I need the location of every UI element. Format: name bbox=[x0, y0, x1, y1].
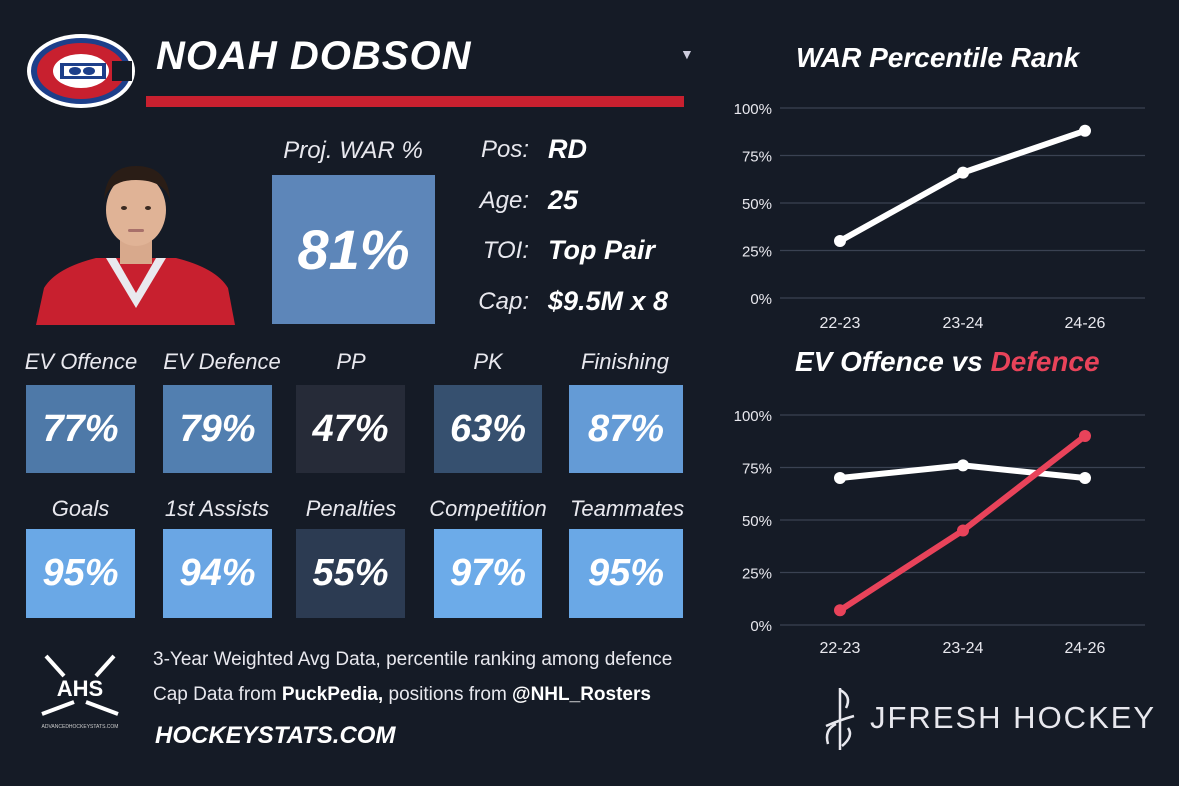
first-assists-label: 1st Assists bbox=[164, 496, 270, 521]
ev-chart-y-tick-label: 50% bbox=[742, 513, 772, 530]
war-chart-y-tick-label: 50% bbox=[742, 196, 772, 213]
ev-chart-y-tick-label: 75% bbox=[742, 461, 772, 478]
ev-chart-x-tick-label: 24-26 bbox=[1065, 640, 1106, 657]
war-chart-y-tick-label: 25% bbox=[742, 244, 772, 261]
hockeystats-site[interactable]: HOCKEYSTATS.COM bbox=[155, 722, 396, 749]
goals-label: Goals bbox=[51, 496, 110, 521]
ev-offence-box: 77% bbox=[26, 385, 135, 473]
age-value: 25 bbox=[548, 185, 579, 215]
ahs-logo-subtext: ADVANCEDHOCKEYSTATS.COM bbox=[42, 724, 119, 730]
pk-box: 63% bbox=[434, 385, 542, 473]
ev-chart-data-point bbox=[1079, 430, 1091, 442]
ev-defence-box: 79% bbox=[163, 385, 272, 473]
war-chart-x-tick-label: 22-23 bbox=[820, 315, 861, 332]
footer-line2-pre: Cap Data from bbox=[153, 684, 282, 705]
war-chart-y-tick-label: 75% bbox=[742, 149, 772, 166]
ev-chart-title-a: EV Offence vs bbox=[795, 346, 991, 377]
ev-chart-y-tick-label: 100% bbox=[734, 408, 772, 425]
age-key: Age: bbox=[479, 187, 529, 214]
war-chart-x-tick-label: 23-24 bbox=[943, 315, 984, 332]
ev-chart-x-tick-label: 22-23 bbox=[820, 640, 861, 657]
war-chart-data-point bbox=[957, 166, 969, 179]
name-underline bbox=[146, 96, 684, 107]
war-chart-title: WAR Percentile Rank bbox=[796, 42, 1080, 73]
pp-box: 47% bbox=[296, 385, 405, 473]
pk-label: PK bbox=[473, 349, 503, 374]
ev-chart-y-tick-label: 0% bbox=[750, 618, 772, 635]
puckpedia-link[interactable]: PuckPedia, bbox=[281, 684, 384, 705]
first-assists-box: 94% bbox=[163, 529, 272, 618]
war-chart-y-tick-label: 0% bbox=[750, 291, 772, 308]
war-percentile-chart: 0% 25% 50% 75% 100% 22-23 23-24 24-26 bbox=[734, 101, 1145, 332]
ev-chart-data-point bbox=[1079, 472, 1091, 484]
nhl-rosters-link[interactable]: @NHL_Rosters bbox=[512, 684, 651, 705]
proj-war-value: 81% bbox=[272, 175, 435, 324]
ev-defence-label: EV Defence bbox=[163, 349, 281, 374]
ev-chart-title-b: Defence bbox=[990, 346, 1100, 377]
footer-line2: Cap Data from PuckPedia, positions from … bbox=[153, 684, 651, 706]
ev-chart-title: EV Offence vs Defence bbox=[795, 346, 1100, 378]
cap-key: Cap: bbox=[478, 288, 529, 315]
footer-line2-mid: positions from bbox=[383, 684, 513, 705]
toi-value: Top Pair bbox=[548, 235, 656, 265]
toi-key: TOI: bbox=[482, 237, 529, 264]
ev-chart-y-tick-label: 25% bbox=[742, 566, 772, 583]
proj-war-label: Proj. WAR % bbox=[283, 137, 423, 164]
teammates-label: Teammates bbox=[569, 496, 685, 521]
war-chart-series-line bbox=[837, 127, 1088, 244]
ev-chart-data-point bbox=[957, 524, 969, 537]
cap-value: $9.5M x 8 bbox=[548, 286, 669, 316]
player-headshot bbox=[36, 166, 235, 325]
ev-offence-label: EV Offence bbox=[24, 349, 138, 374]
ev-chart-x-tick-label: 23-24 bbox=[943, 640, 984, 657]
teammates-box: 95% bbox=[569, 529, 683, 618]
war-chart-y-tick-label: 100% bbox=[734, 101, 772, 118]
pp-label: PP bbox=[336, 349, 366, 374]
penalties-label: Penalties bbox=[305, 496, 397, 521]
player-name: NOAH DOBSON bbox=[156, 34, 472, 78]
canadiens-logo bbox=[27, 34, 135, 108]
finishing-box: 87% bbox=[569, 385, 683, 473]
jfresh-brand: JFRESH HOCKEY bbox=[870, 700, 1157, 735]
position-value: RD bbox=[548, 134, 587, 164]
war-chart-data-point bbox=[1079, 124, 1091, 137]
ev-offence-defence-chart: 0% 25% 50% 75% 100% 22-23 23-24 24-26 bbox=[734, 408, 1145, 657]
penalties-box: 55% bbox=[296, 529, 405, 618]
war-chart-x-tick-label: 24-26 bbox=[1065, 315, 1106, 332]
ahs-logo: AHS ADVANCEDHOCKEYSTATS.COM bbox=[41, 654, 119, 730]
footer-line1: 3-Year Weighted Avg Data, percentile ran… bbox=[153, 649, 673, 670]
ev-chart-data-point bbox=[834, 472, 846, 484]
finishing-label: Finishing bbox=[580, 349, 670, 374]
position-key: Pos: bbox=[480, 136, 529, 163]
competition-box: 97% bbox=[434, 529, 542, 618]
ev-chart-data-point bbox=[957, 459, 969, 472]
jfresh-logo-icon bbox=[825, 688, 855, 750]
ev-chart-data-point bbox=[834, 604, 846, 617]
goals-box: 95% bbox=[26, 529, 135, 618]
ahs-logo-text: AHS bbox=[57, 676, 103, 701]
competition-label: Competition bbox=[429, 496, 547, 521]
dropdown-arrow-icon[interactable]: ▼ bbox=[680, 46, 694, 62]
war-chart-data-point bbox=[834, 235, 846, 247]
